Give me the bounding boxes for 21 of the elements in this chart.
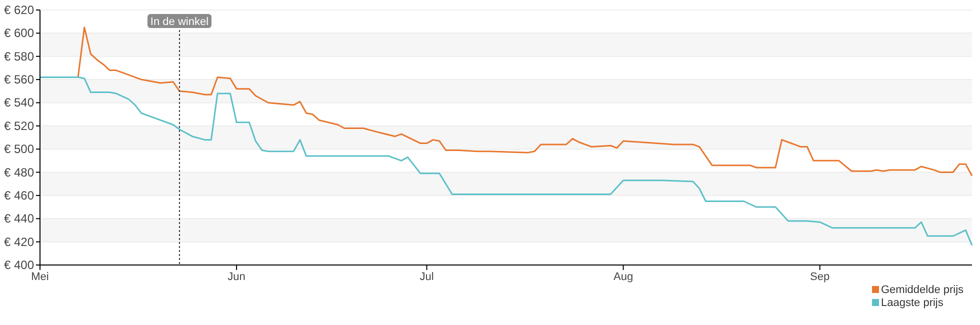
x-tick-label: Jul [420, 271, 434, 283]
y-tick-label: € 400 [4, 258, 34, 272]
x-tick-label: Mei [31, 271, 49, 283]
y-tick-label: € 420 [4, 234, 34, 249]
x-tick-label: Aug [614, 271, 634, 283]
y-tick-label: € 520 [4, 118, 34, 133]
legend-label: Gemiddelde prijs [881, 284, 964, 296]
y-tick-label: € 460 [4, 188, 34, 202]
y-tick-label: € 620 [4, 3, 34, 17]
y-tick-label: € 540 [4, 96, 34, 110]
x-tick-label: Sep [810, 271, 830, 283]
y-tick-label: € 440 [4, 212, 34, 226]
y-tick-label: € 560 [4, 72, 34, 87]
line-series [39, 76, 973, 246]
y-tick-label: € 480 [4, 165, 34, 180]
y-tick-label: € 500 [4, 142, 34, 156]
legend-label: Laagste prijs [881, 297, 944, 309]
y-tick-label: € 600 [4, 26, 34, 40]
ref-line-label: In de winkel [150, 16, 209, 28]
y-tick-label: € 580 [4, 49, 34, 64]
x-tick-label: Jun [228, 271, 246, 283]
